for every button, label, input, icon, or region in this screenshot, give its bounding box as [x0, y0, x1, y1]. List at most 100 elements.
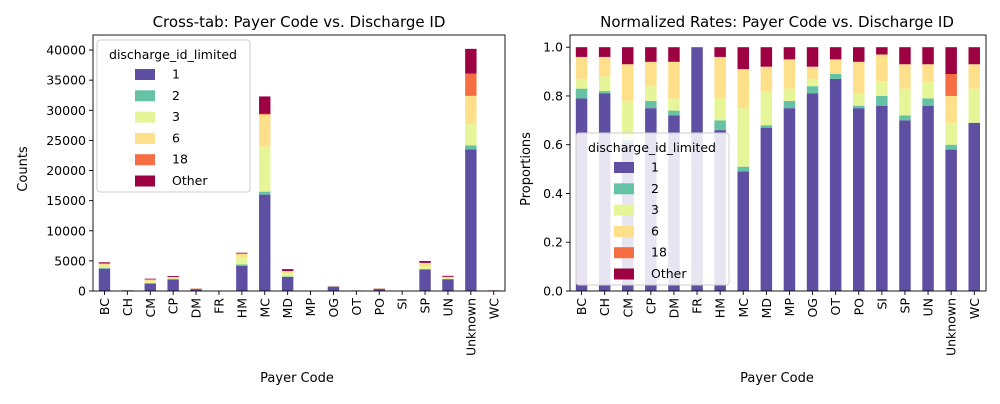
bar-segment	[167, 276, 178, 277]
bar-segment	[945, 96, 957, 123]
bar-segment	[442, 277, 453, 278]
legend-entry: 1	[172, 67, 180, 82]
x-tick-label: Unknown	[463, 298, 478, 356]
bar-segment	[236, 266, 247, 291]
bar-segment	[714, 120, 726, 130]
bar-segment	[830, 74, 842, 79]
bar-segment	[714, 57, 726, 98]
bar-segment	[442, 278, 453, 279]
bar-segment	[761, 47, 773, 67]
bar-segment	[807, 86, 819, 93]
x-tick-label: OT	[828, 298, 843, 316]
bar-segment	[738, 47, 750, 69]
bar-segment	[784, 59, 796, 88]
legend-swatch	[135, 133, 155, 144]
bar-segment	[784, 89, 796, 101]
chart-right: Normalized Rates: Payer Code vs. Dischar…	[519, 13, 986, 386]
y-tick-label: 0.8	[543, 88, 563, 103]
x-tick-label: DM	[189, 298, 204, 318]
legend-swatch	[614, 205, 634, 216]
x-tick-label: OT	[349, 298, 364, 316]
bar-segment	[576, 57, 588, 79]
bar-segment	[99, 267, 110, 268]
legend-entry: 18	[651, 245, 667, 260]
x-tick-label: FR	[690, 298, 705, 314]
legend-entry: 1	[651, 160, 659, 175]
x-tick-label: CH	[120, 298, 135, 316]
x-tick-label: CM	[620, 298, 635, 318]
bar-segment	[259, 192, 270, 195]
bar-segment	[714, 98, 726, 120]
legend-swatch	[135, 176, 155, 187]
legend-entry: 2	[651, 181, 659, 196]
y-tick-label: 0	[78, 284, 86, 299]
bar-segment	[668, 98, 680, 110]
legend-entry: Other	[172, 173, 208, 188]
bar-segment	[419, 269, 430, 270]
bar-segment	[899, 89, 911, 116]
bar-segment	[419, 270, 430, 291]
bar-segment	[738, 108, 750, 167]
bar-segment	[945, 123, 957, 145]
bar-segment	[807, 79, 819, 86]
x-tick-label: UN	[921, 298, 936, 317]
bar-segment	[922, 106, 934, 291]
bar-segment	[145, 283, 156, 291]
bar-segment	[419, 266, 430, 269]
y-tick-label: 30000	[46, 103, 86, 118]
x-tick-label: BC	[97, 298, 112, 315]
bar-segment	[599, 91, 611, 93]
bar-segment	[876, 47, 888, 54]
bar-segment	[282, 277, 293, 291]
x-tick-label: HM	[713, 298, 728, 318]
bar-segment	[945, 47, 957, 74]
bar-segment	[259, 146, 270, 191]
bar-segment	[599, 47, 611, 57]
bar-segment	[236, 265, 247, 266]
bar-segment	[876, 106, 888, 291]
bar-segment	[167, 280, 178, 291]
legend-swatch	[135, 154, 155, 165]
bar-segment	[969, 64, 981, 88]
legend-title: discharge_id_limited	[588, 140, 716, 155]
bar-segment	[853, 47, 865, 62]
chart-title: Normalized Rates: Payer Code vs. Dischar…	[600, 13, 954, 31]
x-tick-label: SP	[898, 298, 913, 314]
bar-segment	[784, 47, 796, 59]
bar-segment	[99, 264, 110, 267]
bar-segment	[328, 287, 339, 291]
legend-swatch	[135, 69, 155, 80]
bar-segment	[668, 62, 680, 99]
y-tick-label: 5000	[54, 253, 86, 268]
x-tick-label: MD	[280, 298, 295, 318]
bar-segment	[969, 123, 981, 291]
bar-segment	[167, 277, 178, 279]
legend-entry: 3	[651, 202, 659, 217]
y-tick-label: 40000	[46, 43, 86, 58]
bar-segment	[784, 108, 796, 291]
bar-segment	[738, 172, 750, 291]
x-tick-label: PO	[372, 298, 387, 316]
bar-segment	[99, 269, 110, 291]
bar-segment	[899, 120, 911, 291]
bar-segment	[761, 67, 773, 91]
bar-segment	[922, 47, 934, 64]
bar-segment	[945, 150, 957, 291]
bar-segment	[738, 167, 750, 172]
bar-segment	[259, 114, 270, 115]
bar-segment	[442, 279, 453, 291]
x-tick-label: SI	[874, 298, 889, 310]
x-tick-label: SP	[418, 298, 433, 314]
bar-segment	[622, 47, 634, 64]
x-axis-label: Payer Code	[260, 371, 334, 386]
bar-segment	[465, 124, 476, 145]
legend-swatch	[135, 112, 155, 123]
bar-segment	[969, 47, 981, 64]
legend-swatch	[135, 90, 155, 101]
bar-segment	[259, 115, 270, 147]
legend-entry: 6	[651, 223, 659, 238]
bar-segment	[922, 98, 934, 105]
bar-segment	[761, 128, 773, 291]
